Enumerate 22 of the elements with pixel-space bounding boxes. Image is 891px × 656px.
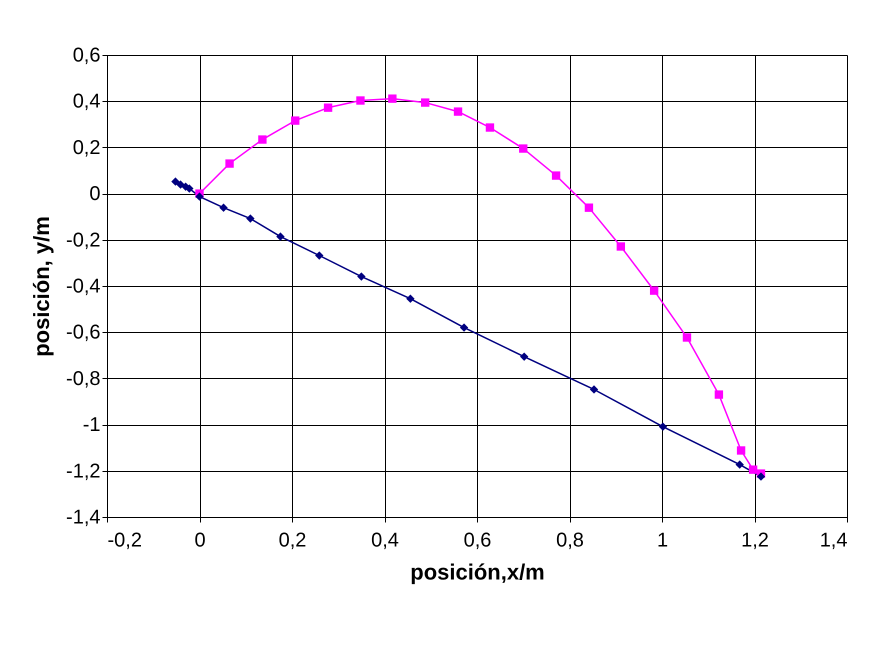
y-tick-label: -1,4 bbox=[66, 506, 100, 528]
x-tick-label: -0,2 bbox=[108, 530, 142, 552]
y-tick-label: -0,6 bbox=[66, 322, 100, 344]
x-tick-label: 0,2 bbox=[278, 530, 306, 552]
x-axis-title: posición,x/m bbox=[410, 560, 545, 584]
y-tick-label: -1 bbox=[82, 414, 100, 436]
y-tick-label: 0,4 bbox=[72, 90, 100, 113]
y-tick-label: 0,2 bbox=[72, 136, 100, 159]
x-tick-label: 1,4 bbox=[820, 530, 848, 552]
y-tick-label: -0,8 bbox=[66, 368, 100, 390]
x-tick-label: 0 bbox=[194, 530, 206, 552]
x-tick-label: 0,4 bbox=[371, 530, 399, 552]
y-tick-label: -1,2 bbox=[66, 460, 100, 482]
x-tick-label: 1 bbox=[656, 530, 668, 552]
y-tick-label: -0,2 bbox=[66, 229, 100, 252]
x-tick-label: 1,2 bbox=[741, 530, 769, 552]
y-tick-label: 0 bbox=[89, 183, 100, 206]
y-tick-label: -0,4 bbox=[66, 276, 100, 298]
y-axis-title: posición, y/m bbox=[29, 216, 54, 357]
x-tick-label: 0,6 bbox=[464, 530, 492, 552]
x-tick-label: 0,8 bbox=[556, 530, 584, 552]
y-tick-label: 0,6 bbox=[72, 44, 100, 66]
